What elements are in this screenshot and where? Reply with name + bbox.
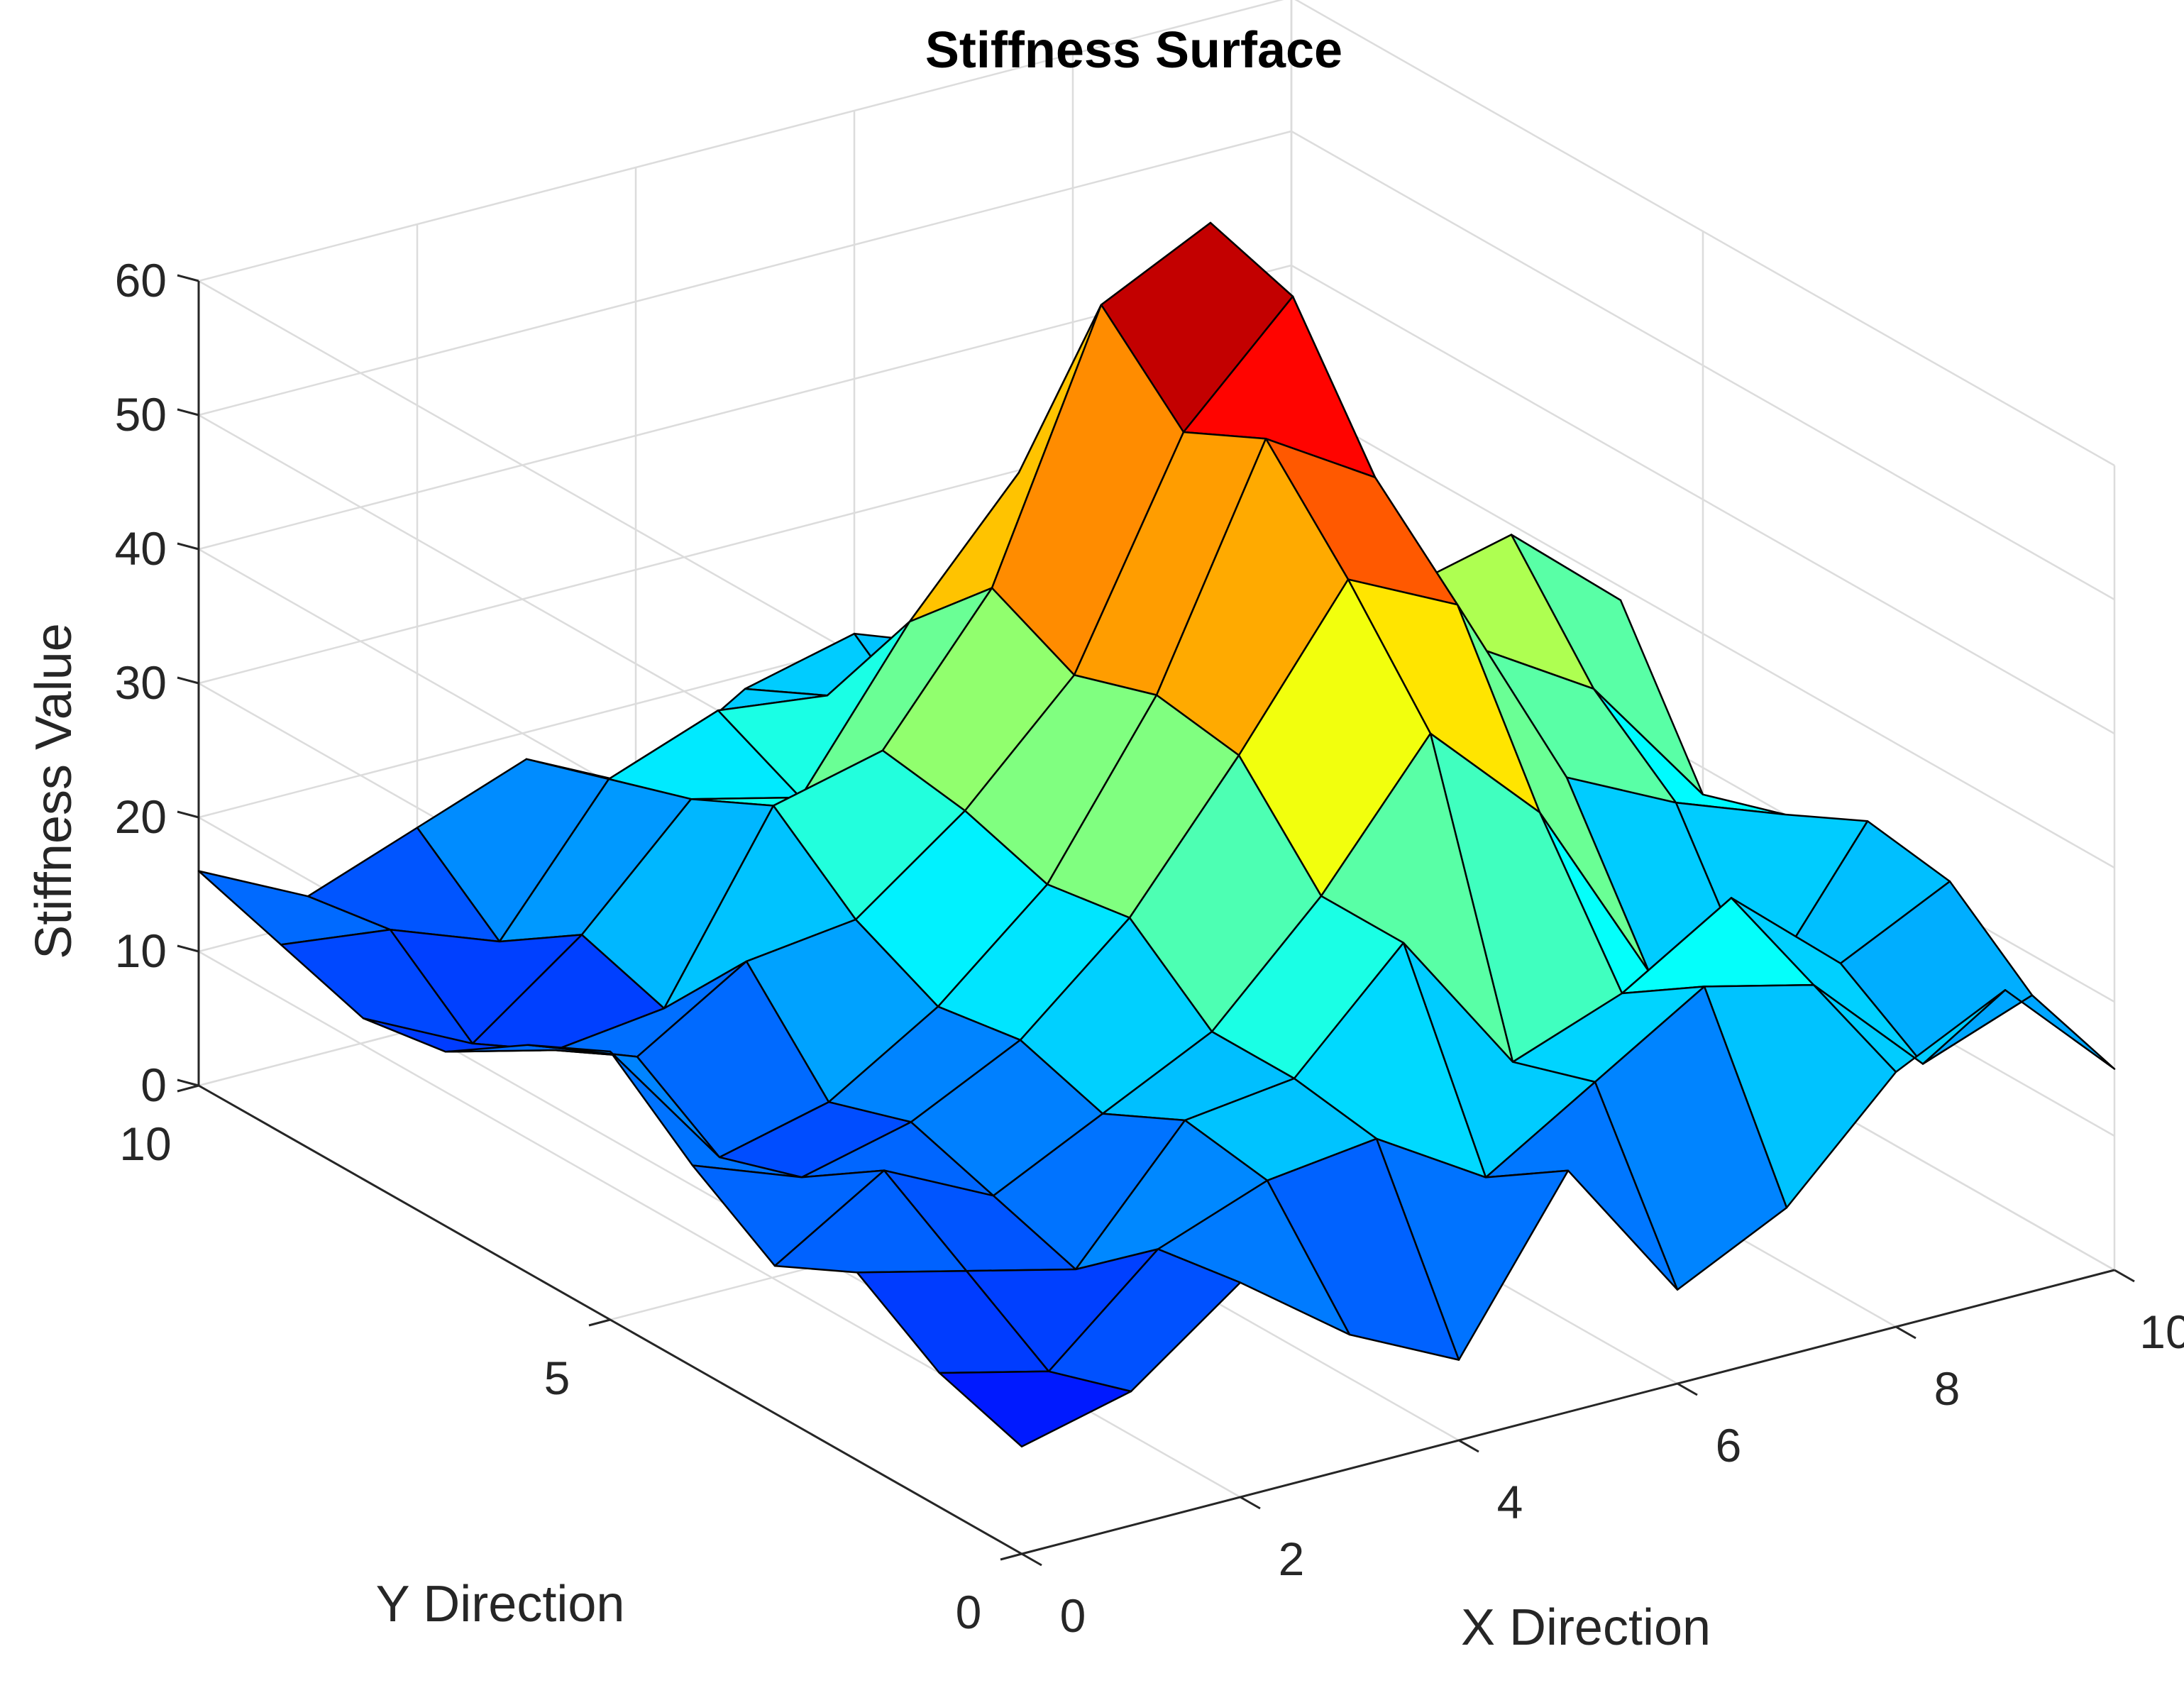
z-tick-mark xyxy=(177,810,199,819)
x-tick-mark xyxy=(1458,1439,1479,1453)
x-tick-label: 8 xyxy=(1934,1362,1960,1415)
axes-frame xyxy=(177,274,2135,1567)
y-tick-label: 0 xyxy=(956,1586,982,1638)
z-tick-label: 50 xyxy=(115,388,167,441)
x-tick-label: 2 xyxy=(1279,1533,1305,1585)
tick-labels: 0 2 4 6 8 10 0 5 10 0 10 20 30 40 50 60 xyxy=(115,254,2184,1642)
z-tick-label: 30 xyxy=(115,656,167,709)
z-axis-label: Stiffness Value xyxy=(26,623,82,959)
z-tick-mark xyxy=(177,274,199,282)
x-tick-mark xyxy=(1021,1552,1042,1567)
x-tick-mark xyxy=(2114,1269,2135,1283)
z-tick-mark xyxy=(177,408,199,416)
y-tick-mark xyxy=(177,1084,199,1093)
z-tick-mark xyxy=(177,944,199,953)
surface-facet xyxy=(938,1370,1132,1448)
x-tick-mark xyxy=(1895,1325,1916,1340)
z-tick-label: 20 xyxy=(115,790,167,843)
x-tick-label: 6 xyxy=(1716,1419,1742,1472)
x-tick-label: 10 xyxy=(2139,1306,2184,1358)
z-tick-mark xyxy=(177,542,199,551)
x-axis-label: X Direction xyxy=(1461,1599,1711,1656)
y-axis-label: Y Direction xyxy=(376,1576,625,1633)
z-tick-label: 40 xyxy=(115,522,167,575)
y-tick-mark xyxy=(588,1318,611,1327)
x-tick-label: 0 xyxy=(1060,1589,1086,1642)
z-tick-mark xyxy=(177,676,199,685)
y-tick-label: 5 xyxy=(544,1352,570,1404)
x-tick-label: 4 xyxy=(1497,1476,1523,1528)
grid-line-z xyxy=(198,950,1022,1421)
y-tick-label: 10 xyxy=(119,1118,171,1170)
surface-plot xyxy=(197,221,2116,1448)
z-tick-label: 0 xyxy=(140,1059,167,1111)
y-tick-mark xyxy=(1000,1552,1022,1561)
x-axis-line xyxy=(1021,1269,2115,1555)
chart-title: Stiffness Surface xyxy=(925,22,1342,79)
grid-line-z xyxy=(198,0,1284,282)
x-tick-mark xyxy=(1677,1382,1698,1396)
z-tick-mark xyxy=(177,1078,199,1087)
x-tick-mark xyxy=(1240,1496,1261,1510)
z-tick-label: 60 xyxy=(115,254,167,307)
grid-line-z xyxy=(198,130,1292,416)
z-tick-label: 10 xyxy=(115,925,167,977)
